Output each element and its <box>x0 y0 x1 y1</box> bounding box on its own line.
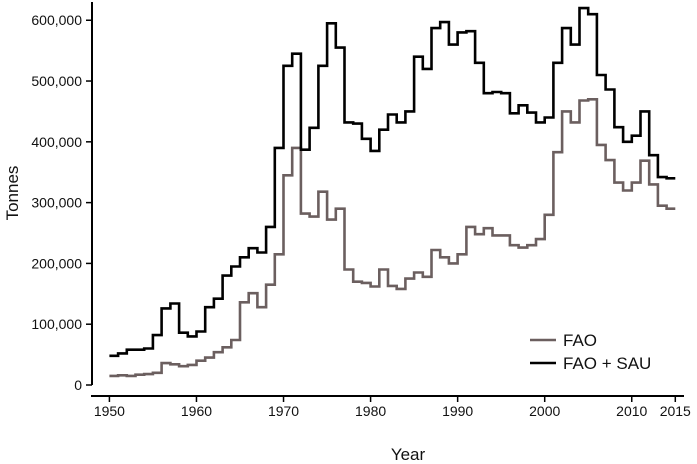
y-axis-title: Tonnes <box>3 166 22 221</box>
x-tick-label: 1960 <box>181 403 212 419</box>
x-tick-label: 1980 <box>355 403 386 419</box>
x-axis: 1950 1960 1970 1980 1990 2000 2010 2015 <box>91 395 691 419</box>
y-ticks: 0 100,000 200,000 300,000 400,000 500,000 600,… <box>31 12 92 393</box>
y-tick-label: 500,000 <box>31 73 82 89</box>
y-tick-label: 300,000 <box>31 195 82 211</box>
series-line-fao <box>109 98 676 378</box>
x-tick-label: 2015 <box>660 403 691 419</box>
x-tick-label: 2010 <box>616 403 647 419</box>
y-tick-label: 600,000 <box>31 12 82 28</box>
x-tick-label: 1970 <box>268 403 299 419</box>
series-line-fao-sau <box>109 6 676 358</box>
legend-label: FAO <box>563 331 597 350</box>
x-axis-title: Year <box>391 445 426 464</box>
y-tick-label: 200,000 <box>31 255 82 271</box>
x-tick-label: 1950 <box>94 403 125 419</box>
x-tick-label: 1990 <box>442 403 473 419</box>
x-ticks: 1950 1960 1970 1980 1990 2000 2010 2015 <box>94 396 691 419</box>
y-tick-label: 400,000 <box>31 134 82 150</box>
x-tick-label: 2000 <box>529 403 560 419</box>
y-axis: 0 100,000 200,000 300,000 400,000 500,000 600,… <box>31 2 93 393</box>
y-tick-label: 100,000 <box>31 316 82 332</box>
series-layer <box>109 6 676 378</box>
y-tick-label: 0 <box>74 377 82 393</box>
legend-label: FAO + SAU <box>563 354 651 373</box>
legend: FAO FAO + SAU <box>530 331 651 373</box>
